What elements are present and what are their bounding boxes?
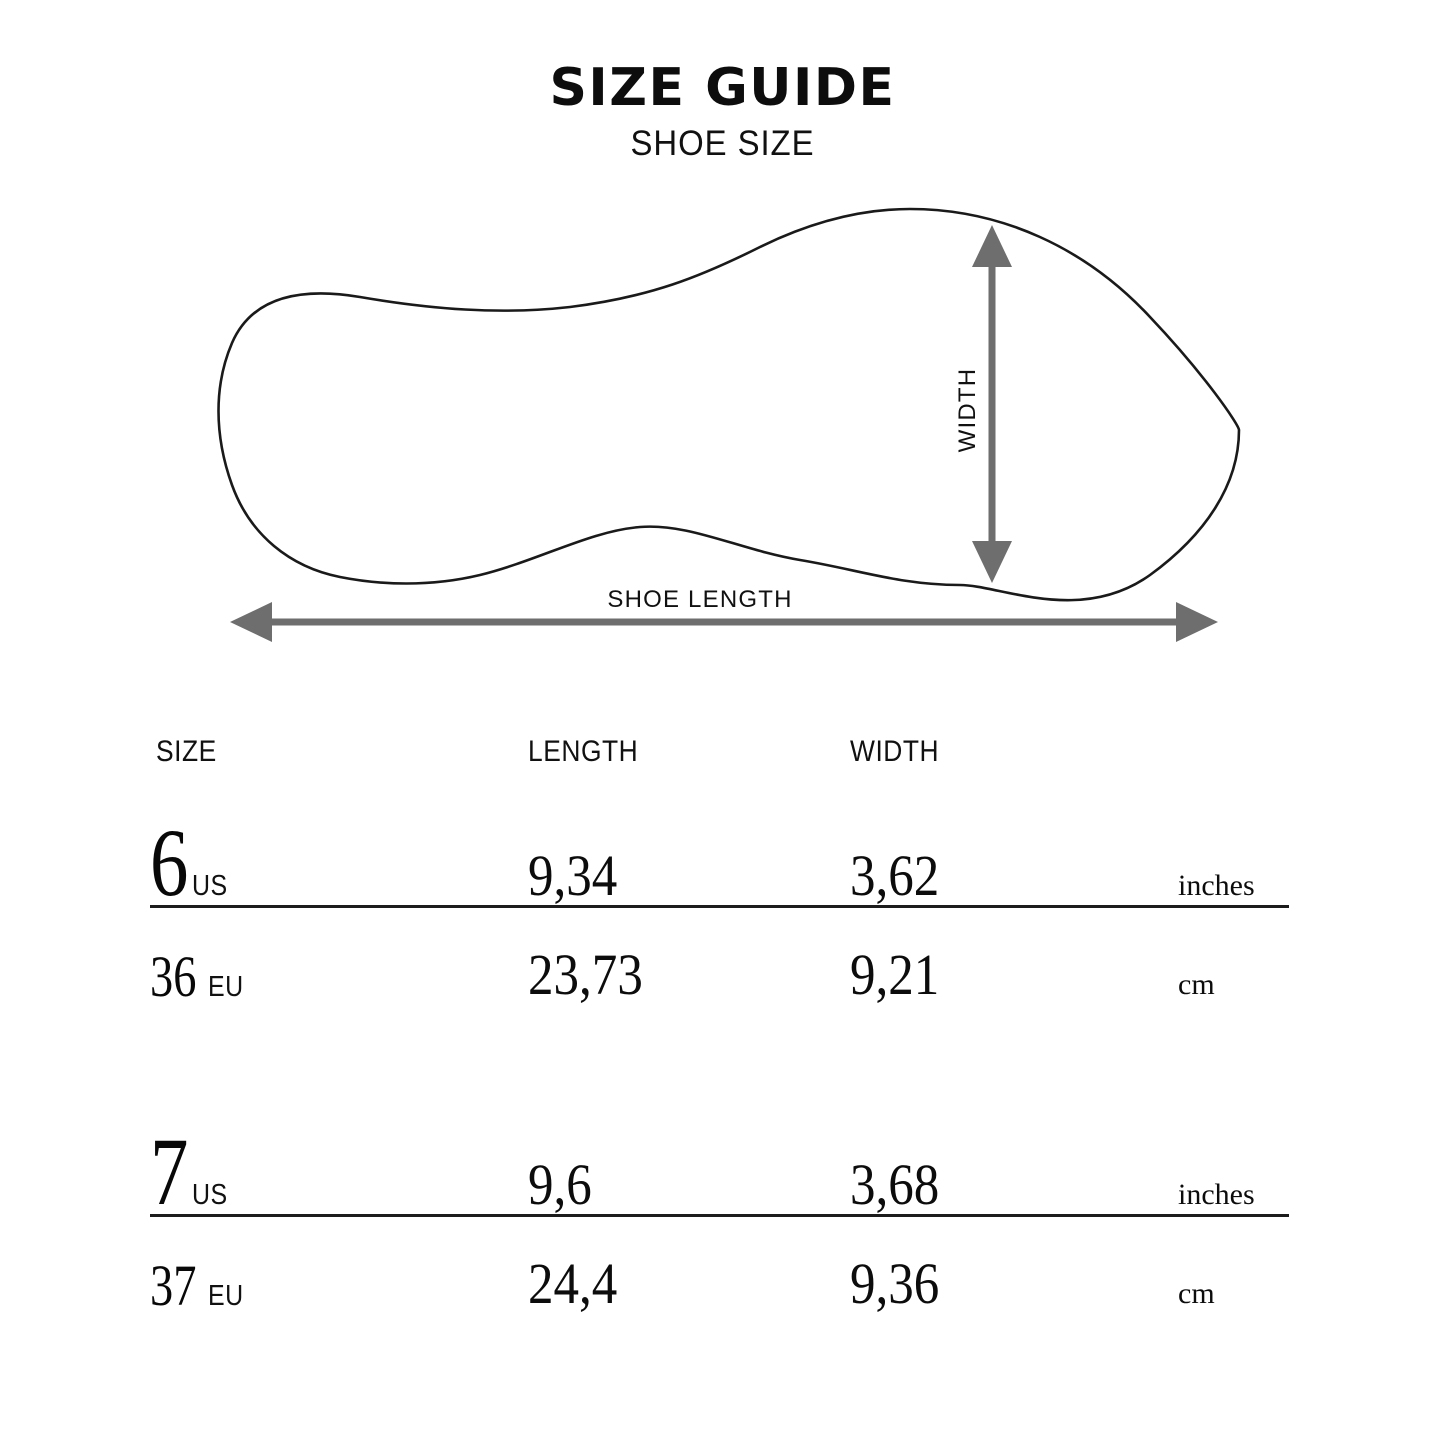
size-cell: 7 US xyxy=(150,1118,233,1226)
width-value: 3,68 xyxy=(850,1152,940,1217)
width-value: 9,36 xyxy=(850,1251,940,1316)
shoe-length-label: SHOE LENGTH xyxy=(607,586,792,613)
column-header-size: SIZE xyxy=(156,735,217,768)
page-title: SIZE GUIDE xyxy=(549,58,896,118)
page-header: SIZE GUIDE SHOE SIZE xyxy=(0,62,1445,161)
table-row: 6 US 9,34 3,62 inches xyxy=(150,787,1290,917)
column-header-width: WIDTH xyxy=(850,735,940,768)
table-row: 36 EU 23,73 9,21 cm xyxy=(150,908,1290,1009)
width-label: WIDTH xyxy=(954,368,981,453)
unit-label: inches xyxy=(1178,1178,1255,1211)
size-number: 37 xyxy=(150,1253,197,1318)
page-subtitle: SHOE SIZE xyxy=(630,124,815,163)
size-number: 6 xyxy=(150,809,189,917)
width-value: 3,62 xyxy=(850,843,940,908)
shoe-sole-outline xyxy=(217,207,1241,602)
size-number: 36 xyxy=(150,944,197,1009)
size-cell: 6 US xyxy=(150,809,233,917)
table-row: 7 US 9,6 3,68 inches xyxy=(150,1096,1290,1226)
size-system: US xyxy=(192,870,228,903)
width-dimension-arrow xyxy=(972,225,1012,583)
size-group: 7 US 9,6 3,68 inches 37 EU 24,4 9,36 cm xyxy=(150,1096,1290,1318)
size-cell: 36 EU xyxy=(150,944,249,1009)
size-number: 7 xyxy=(150,1118,189,1226)
size-system: EU xyxy=(208,971,244,1003)
column-header-length: LENGTH xyxy=(528,735,639,768)
unit-label: cm xyxy=(1178,968,1215,1001)
size-group: 6 US 9,34 3,62 inches 36 EU 23,73 9,21 c… xyxy=(150,787,1290,1009)
length-value: 9,6 xyxy=(528,1152,592,1217)
length-value: 9,34 xyxy=(528,843,618,908)
length-value: 23,73 xyxy=(528,942,643,1007)
unit-label: inches xyxy=(1178,869,1255,902)
size-system: US xyxy=(192,1179,228,1212)
table-row: 37 EU 24,4 9,36 cm xyxy=(150,1217,1290,1318)
row-divider xyxy=(150,905,1289,908)
row-divider xyxy=(150,1214,1289,1217)
width-value: 9,21 xyxy=(850,942,940,1007)
table-header-row: SIZE LENGTH WIDTH xyxy=(150,735,1290,787)
unit-label: cm xyxy=(1178,1277,1215,1310)
size-cell: 37 EU xyxy=(150,1253,249,1318)
size-table: SIZE LENGTH WIDTH 6 US 9,34 3,62 inches … xyxy=(150,735,1290,1318)
size-system: EU xyxy=(208,1280,244,1312)
length-value: 24,4 xyxy=(528,1251,618,1316)
shoe-length-dimension-arrow xyxy=(230,602,1218,642)
shoe-diagram: WIDTH SHOE LENGTH xyxy=(0,185,1445,665)
